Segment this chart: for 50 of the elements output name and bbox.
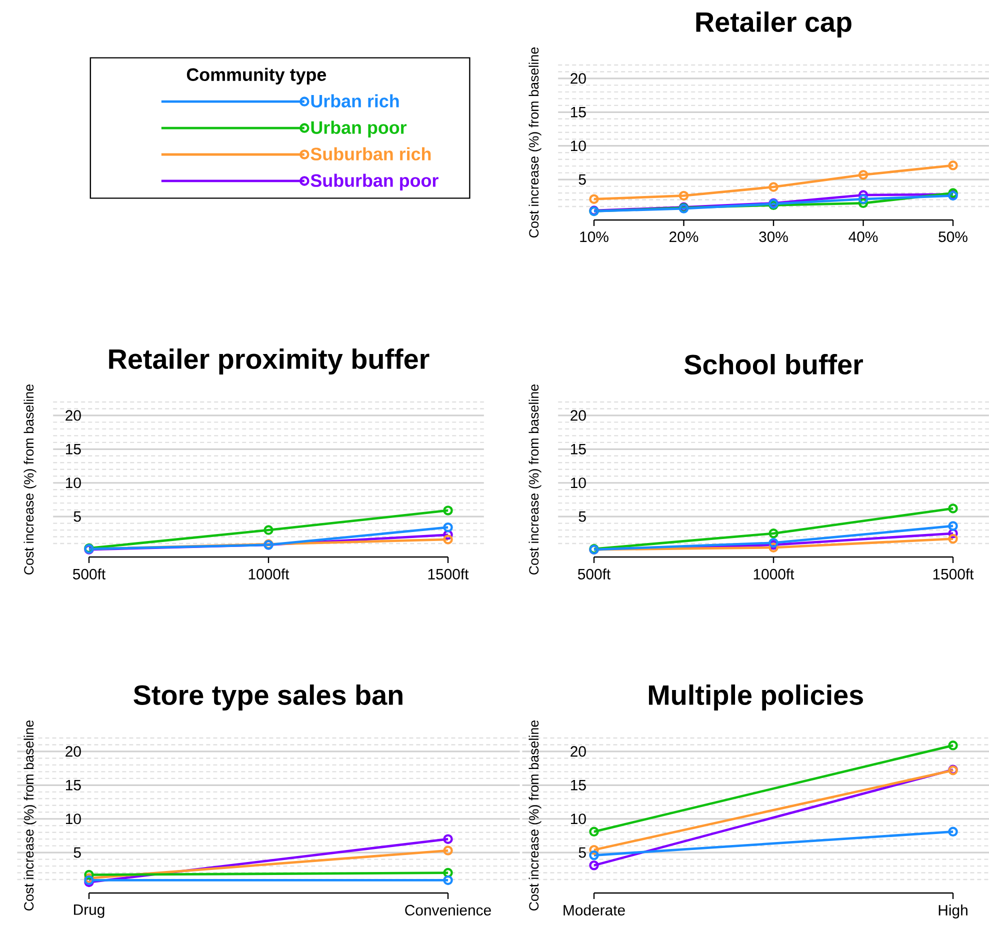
legend-title: Community type <box>186 68 326 85</box>
y-axis-title: Cost increase (%) from baseline <box>528 720 542 910</box>
legend-label: Suburban poor <box>310 174 438 190</box>
y-axis-title: Cost increase (%) from baseline <box>528 384 542 574</box>
y-tick-label: 20 <box>570 746 586 757</box>
y-tick-label: 20 <box>570 410 586 421</box>
x-tick-label: Moderate <box>564 904 625 916</box>
y-tick-label: 5 <box>578 847 586 858</box>
x-tick-label: 1000ft <box>248 568 290 580</box>
y-tick-label: 10 <box>571 478 586 488</box>
y-tick-label: 5 <box>74 511 81 522</box>
x-tick-label: 500ft <box>72 568 106 580</box>
legend-label: Urban rich <box>311 94 399 108</box>
legend-label: Urban poor <box>311 120 407 138</box>
y-tick-label: 15 <box>571 444 586 454</box>
y-tick-label: 20 <box>66 410 81 421</box>
x-tick-label: 1500ft <box>933 568 974 580</box>
y-tick-label: 5 <box>578 174 586 185</box>
y-tick-label: 15 <box>66 780 81 790</box>
chart-title: Retailer proximity buffer <box>109 348 430 374</box>
x-tick-label: 1000ft <box>754 568 794 580</box>
x-tick-label: Convenience <box>405 904 491 916</box>
legend-label: Suburban rich <box>310 147 431 160</box>
x-tick-label: Drug <box>74 904 104 918</box>
x-tick-label: 1500ft <box>428 568 469 580</box>
y-tick-label: 20 <box>66 746 81 757</box>
y-tick-label: 5 <box>74 847 81 858</box>
x-tick-label: 500ft <box>578 568 611 580</box>
y-axis-title: Cost increase (%) from baseline <box>24 720 36 910</box>
chart-title: Store type sales ban <box>134 684 402 710</box>
x-tick-label: 30% <box>759 232 788 242</box>
y-tick-label: 10 <box>66 478 81 488</box>
y-axis-title: Cost increase (%) from baseline <box>24 384 36 574</box>
x-tick-label: 50% <box>938 232 968 242</box>
y-tick-label: 10 <box>571 814 586 824</box>
y-tick-label: 15 <box>66 444 81 454</box>
y-tick-label: 10 <box>66 814 81 824</box>
y-tick-label: 20 <box>570 73 586 84</box>
chart-title: Retailer cap <box>696 12 852 38</box>
y-tick-label: 5 <box>578 511 586 522</box>
y-tick-label: 10 <box>571 140 586 152</box>
y-tick-label: 15 <box>571 780 586 790</box>
x-tick-label: 10% <box>580 232 608 242</box>
y-axis-title: Cost increase (%) from baseline <box>528 47 542 238</box>
y-tick-label: 15 <box>571 106 586 118</box>
chart-title: Multiple policies <box>648 684 863 710</box>
chart-title: School buffer <box>684 354 863 374</box>
x-tick-label: 20% <box>670 232 698 242</box>
x-tick-label: High <box>938 904 968 918</box>
x-tick-label: 40% <box>848 232 878 242</box>
